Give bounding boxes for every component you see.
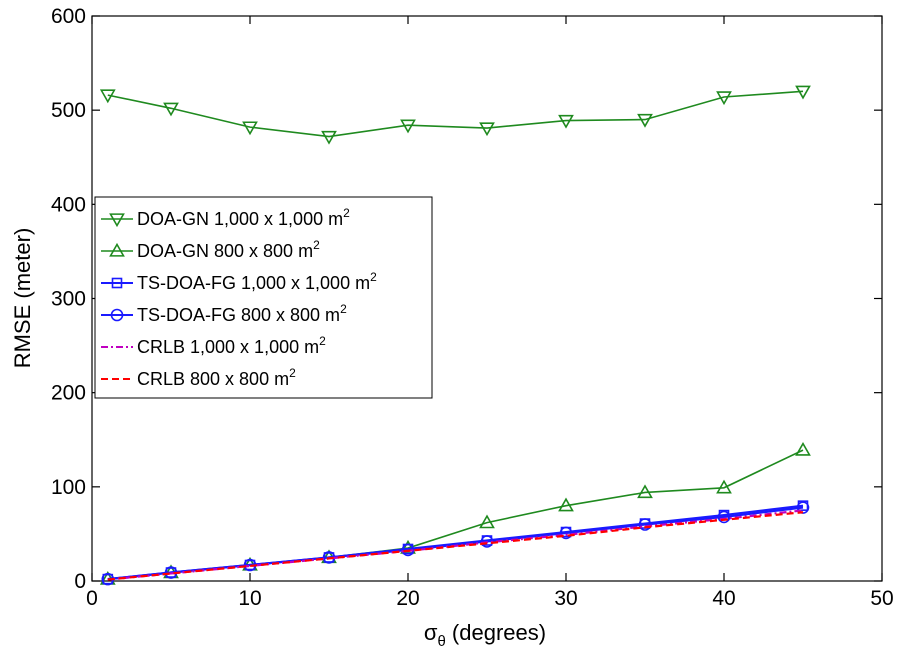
y-tick-label: 500 [51, 99, 86, 122]
data-point-triangle-down [795, 85, 811, 100]
legend-label: TS-DOA-FG 800 x 800 m2 [137, 302, 347, 325]
legend-label-text: DOA-GN 800 x 800 m [137, 241, 313, 261]
data-point-triangle-down [163, 102, 179, 117]
x-tick-label: 0 [86, 587, 98, 610]
data-point-triangle-down [637, 113, 653, 128]
data-point-circle [559, 526, 573, 540]
y-tick-label: 300 [51, 288, 86, 311]
x-tick-label: 20 [396, 587, 419, 610]
data-point-triangle-down [99, 89, 116, 104]
legend-label-superscript: 2 [340, 302, 347, 316]
legend-label-text: CRLB 1,000 x 1,000 m [137, 337, 319, 357]
x-axis-label-symbol: σ [424, 620, 438, 645]
legend-item: TS-DOA-FG 1,000 x 1,000 m2 [101, 270, 377, 293]
data-point-triangle-up [109, 242, 125, 257]
data-point-triangle-down [109, 213, 125, 228]
legend-label-text: CRLB 800 x 800 m [137, 369, 289, 389]
legend-label-superscript: 2 [289, 366, 296, 380]
x-tick-label: 40 [712, 587, 735, 610]
legend-item: TS-DOA-FG 800 x 800 m2 [101, 302, 347, 325]
legend-label-text: DOA-GN 1,000 x 1,000 m [137, 209, 343, 229]
series-line [107, 511, 804, 581]
legend-item: DOA-GN 800 x 800 m2 [101, 238, 320, 261]
data-point-triangle-up [795, 441, 811, 456]
data-point-triangle-up [479, 514, 495, 529]
legend-label: CRLB 1,000 x 1,000 m2 [137, 334, 326, 357]
legend-label: DOA-GN 800 x 800 m2 [137, 238, 320, 261]
y-tick-label: 0 [74, 570, 86, 593]
legend-item: CRLB 800 x 800 m2 [101, 366, 296, 389]
data-point-triangle-down [716, 91, 732, 106]
data-point-triangle-up [716, 479, 732, 494]
data-point-triangle-down [242, 121, 258, 136]
data-point-triangle-up [558, 497, 574, 512]
legend-label: CRLB 800 x 800 m2 [137, 366, 296, 389]
series-layer [99, 85, 811, 586]
legend-label-superscript: 2 [313, 238, 320, 252]
data-point-square [111, 277, 123, 289]
legend-label-text: TS-DOA-FG 1,000 x 1,000 m [137, 273, 370, 293]
legend-label: DOA-GN 1,000 x 1,000 m2 [137, 206, 350, 229]
legend-label: TS-DOA-FG 1,000 x 1,000 m2 [137, 270, 377, 293]
x-tick-label: 50 [870, 587, 893, 610]
y-tick-label: 400 [51, 193, 86, 216]
legend-label-superscript: 2 [319, 334, 326, 348]
legend-item: DOA-GN 1,000 x 1,000 m2 [101, 206, 350, 229]
y-tick-label: 200 [51, 382, 86, 405]
y-tick-label: 100 [51, 476, 86, 499]
legend-label-superscript: 2 [370, 270, 377, 284]
data-point-triangle-down [321, 130, 337, 145]
data-point-triangle-down [558, 114, 574, 129]
series-line [107, 90, 804, 138]
series-5 [107, 511, 804, 581]
y-axis-label: RMSE (meter) [10, 228, 35, 369]
legend-box [94, 196, 433, 399]
series-0 [99, 85, 811, 145]
data-point-triangle-down [400, 119, 416, 134]
legend-label-text: TS-DOA-FG 800 x 800 m [137, 305, 340, 325]
x-tick-label: 10 [238, 587, 261, 610]
x-tick-label: 30 [554, 587, 577, 610]
legend-item: CRLB 1,000 x 1,000 m2 [101, 334, 326, 357]
data-point-circle [401, 543, 415, 557]
legend-label-superscript: 2 [343, 206, 350, 220]
data-point-circle [638, 518, 652, 531]
data-point-circle [110, 308, 124, 322]
x-axis-label: σθ (degrees) [424, 620, 546, 650]
data-point-triangle-down [479, 122, 495, 137]
data-point-triangle-up [637, 484, 653, 499]
x-axis-label-text: (degrees) [446, 620, 546, 645]
x-axis-label-subscript: θ [437, 633, 445, 650]
y-tick-label: 600 [51, 5, 86, 28]
data-point-circle [717, 510, 731, 524]
